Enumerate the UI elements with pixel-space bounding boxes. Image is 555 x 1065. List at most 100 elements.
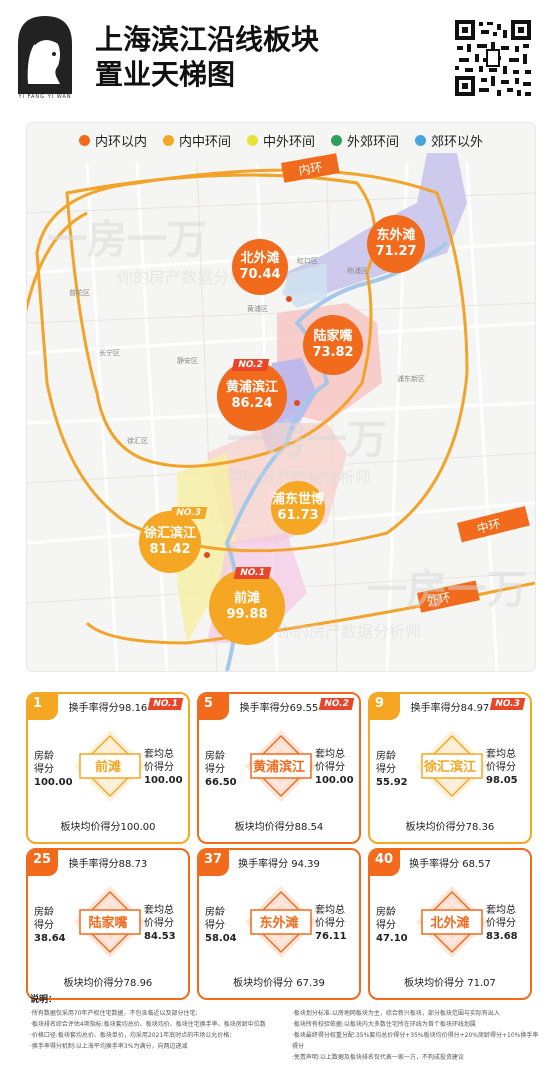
turnover-score: 换手率得分 68.57: [409, 859, 491, 870]
score-card: 1 NO.1 换手率得分98.16 前滩 房龄 得分 100.00 套均总 价得分 100.0…: [26, 692, 190, 844]
svg-text:一房一万: 一房一万: [47, 217, 207, 263]
svg-text:长宁区: 长宁区: [99, 348, 120, 357]
rank-number: 9: [370, 694, 400, 720]
price-score: 套均总 价得分 98.05: [486, 749, 518, 786]
score-card: 25 换手率得分88.73 陆家嘴 房龄 得分 38.64 套均总 价得分 84.53 板块均…: [26, 848, 190, 1000]
age-score: 房龄 得分 47.10: [376, 907, 408, 944]
rank-badge: [345, 854, 353, 856]
rank-number: 1: [28, 694, 58, 720]
notes-left: ·所有数据仅采用70年产权住宅数据，不包含临近以及部分住宅; ·板块排名综合评估…: [30, 1010, 266, 1050]
legend-item: 内环以内: [78, 131, 147, 150]
rank-number: 40: [370, 850, 400, 876]
age-score: 房龄 得分 55.92: [376, 751, 408, 788]
turnover-score: 换手率得分84.97: [410, 703, 490, 714]
svg-text:虹口区: 虹口区: [297, 256, 318, 265]
rank-badge: NO.3: [169, 507, 207, 519]
price-score: 套均总 价得分 76.11: [315, 905, 347, 942]
radar-diamond-icon: [416, 886, 488, 958]
legend-dot-icon: [246, 135, 258, 146]
logo-text: YI FANG YI WAN: [18, 94, 72, 100]
qr-code-icon: [453, 18, 533, 98]
turnover-score: 换手率得分 94.39: [238, 859, 320, 870]
svg-text:徐汇区: 徐汇区: [127, 436, 148, 445]
score-card: 5 NO.2 换手率得分69.55 黄浦滨江 房龄 得分 66.50 套均总 价得分 100.…: [197, 692, 361, 844]
unit-price-score: 板块均价得分 67.39: [233, 978, 325, 989]
radar-diamond-icon: [245, 886, 317, 958]
legend-dot-icon: [78, 135, 90, 146]
rank-badge: [174, 854, 182, 856]
turnover-score: 换手率得分98.16: [68, 703, 148, 714]
age-score: 房龄 得分 58.04: [205, 907, 237, 944]
svg-text:静安区: 静安区: [177, 356, 198, 365]
age-score: 房龄 得分 100.00: [34, 751, 73, 788]
map-legend: 内环以内 内中环间 中外环间 外郊环间 郊环以外: [27, 131, 535, 150]
svg-text:外环: 外环: [426, 590, 452, 609]
map-card: 内环 中环 外环 普陀区 长宁区 静安区 徐汇区 虹口区 杨浦区 黄浦区 浦东新…: [26, 122, 536, 672]
unit-price-score: 板块均价得分100.00: [60, 822, 156, 833]
rank-badge: [516, 854, 524, 856]
legend-dot-icon: [415, 135, 427, 146]
radar-diamond-icon: [74, 730, 146, 802]
price-score: 套均总 价得分 84.53: [144, 905, 176, 942]
radar-diamond-icon: [74, 886, 146, 958]
unit-price-score: 板块均价得分 71.07: [404, 978, 496, 989]
page-title: 上海滨江沿线板块 置业天梯图: [95, 22, 319, 92]
bubble-qiantan: 前滩 99.88: [209, 569, 285, 645]
svg-text:你的房产数据分析师: 你的房产数据分析师: [227, 468, 371, 487]
age-score: 房龄 得分 38.64: [34, 907, 66, 944]
score-card: 37 换手率得分 94.39 东外滩 房龄 得分 58.04 套均总 价得分 76.11 板块…: [197, 848, 361, 1000]
block-name: 黄浦滨江: [252, 760, 305, 775]
unit-price-score: 板块均价得分78.96: [63, 978, 153, 989]
bubble-lujiazui: 陆家嘴 73.82: [303, 315, 363, 375]
bubble-xuhui-riverside: 徐汇滨江 81.42: [139, 511, 201, 573]
notes-section: 说明： ·所有数据仅采用70年产权住宅数据，不包含临近以及部分住宅; ·板块排名…: [30, 995, 540, 1063]
svg-text:一房一万: 一房一万: [367, 567, 527, 613]
legend-item: 内中环间: [162, 131, 231, 150]
svg-text:内环: 内环: [297, 160, 323, 178]
turnover-score: 换手率得分69.55: [239, 703, 319, 714]
block-name: 东外滩: [259, 916, 299, 931]
bubble-expo: 浦东世博 61.73: [271, 481, 325, 535]
bubble-huangpu-riverside: 黄浦滨江 86.24: [217, 361, 287, 431]
unit-price-score: 板块均价得分78.36: [405, 822, 495, 833]
logo-icon: [18, 16, 72, 94]
header: YI FANG YI WAN 上海滨江沿线板块 置业天梯图: [0, 0, 555, 110]
price-score: 套均总 价得分 100.00: [144, 749, 183, 786]
radar-diamond-icon: [245, 730, 317, 802]
region-north-bund: [282, 263, 327, 308]
ring-label-middle: 中环: [457, 506, 530, 543]
unit-price-score: 板块均价得分88.54: [234, 822, 324, 833]
radar-diamond-icon: [416, 730, 488, 802]
block-name: 北外滩: [430, 916, 470, 931]
svg-text:浦东新区: 浦东新区: [397, 374, 425, 383]
ring-label-outer: 外环: [417, 580, 480, 613]
block-name: 陆家嘴: [88, 916, 128, 931]
block-name: 前滩: [94, 760, 121, 775]
svg-text:黄浦区: 黄浦区: [247, 304, 268, 313]
legend-item: 外郊环间: [331, 131, 399, 150]
rank-badge: NO.1: [233, 567, 271, 579]
svg-text:中环: 中环: [475, 516, 502, 536]
bubble-north-bund: 北外滩 70.44: [232, 239, 288, 295]
block-name: 徐汇滨江: [423, 760, 476, 775]
rank-number: 37: [199, 850, 229, 876]
legend-dot-icon: [162, 135, 174, 146]
turnover-score: 换手率得分88.73: [68, 859, 148, 870]
legend-dot-icon: [331, 135, 342, 146]
score-card: 9 NO.3 换手率得分84.97 徐汇滨江 房龄 得分 55.92 套均总 价得分 98.0…: [368, 692, 532, 844]
score-card: 40 换手率得分 68.57 北外滩 房龄 得分 47.10 套均总 价得分 83.68 板块…: [368, 848, 532, 1000]
legend-item: 郊环以外: [415, 131, 483, 150]
notes-heading: 说明：: [30, 995, 58, 1005]
svg-text:你的房产数据分析师: 你的房产数据分析师: [117, 268, 261, 287]
title-line-1: 上海滨江沿线板块: [95, 23, 320, 56]
price-score: 套均总 价得分 100.00: [315, 749, 354, 786]
bubble-east-bund: 东外滩 71.27: [367, 215, 425, 273]
rank-badge: NO.2: [231, 359, 269, 371]
title-line-2: 置业天梯图: [95, 58, 236, 91]
rank-number: 25: [28, 850, 58, 876]
svg-text:普陀区: 普陀区: [69, 288, 90, 297]
rank-number: 5: [199, 694, 229, 720]
outer-ring-road: [27, 211, 88, 314]
legend-item: 中外环间: [246, 131, 315, 150]
ring-label-inner: 内环: [281, 153, 340, 183]
